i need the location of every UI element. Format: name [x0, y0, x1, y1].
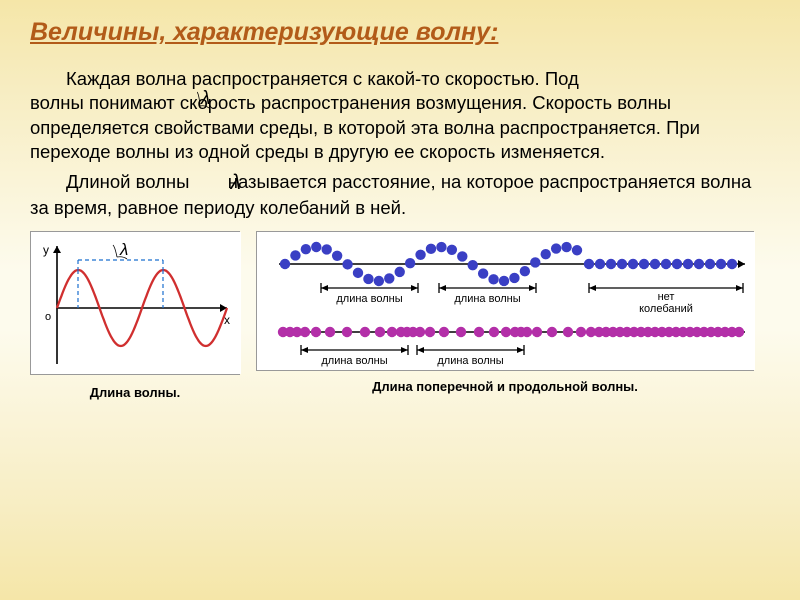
paragraph-2: Длиной волны λ называется расстояние, на… [30, 169, 770, 221]
svg-text:нет: нет [658, 291, 675, 303]
svg-text:длина волны: длина волны [321, 355, 387, 367]
svg-text:длина волны: длина волны [336, 293, 402, 305]
para1-b: волны понимают скорость распространения … [30, 92, 700, 162]
transverse-longitudinal-diagram: длина волны длина волны нетколебаний длина … [257, 232, 755, 370]
wavelength-diagram: yxoλ [31, 232, 241, 374]
paragraph-1: Каждая волна распространяется с какой-то… [30, 67, 770, 165]
figure-left: yxoλ Длина волны. [30, 231, 240, 400]
caption-left: Длина волны. [30, 385, 240, 400]
svg-text:длина волны: длина волны [454, 293, 520, 305]
svg-text:y: y [43, 243, 49, 257]
caption-right: Длина поперечной и продольной волны. [256, 379, 754, 394]
para1-a: Каждая волна распространяется с какой-то… [66, 68, 584, 89]
svg-text:колебаний: колебаний [639, 303, 693, 315]
lambda-symbol: λ [195, 169, 223, 197]
speed-symbol-overlay: λ [197, 88, 227, 110]
svg-text:o: o [45, 311, 51, 323]
svg-text:λ: λ [119, 240, 128, 259]
para2-a: Длиной волны [66, 170, 195, 191]
figure-right: длина волны длина волны нетколебаний длина … [256, 231, 754, 394]
svg-text:длина волны: длина волны [437, 355, 503, 367]
body-text: Каждая волна распространяется с какой-то… [30, 67, 770, 221]
slide-title: Величины, характеризующие волну: [30, 18, 770, 47]
